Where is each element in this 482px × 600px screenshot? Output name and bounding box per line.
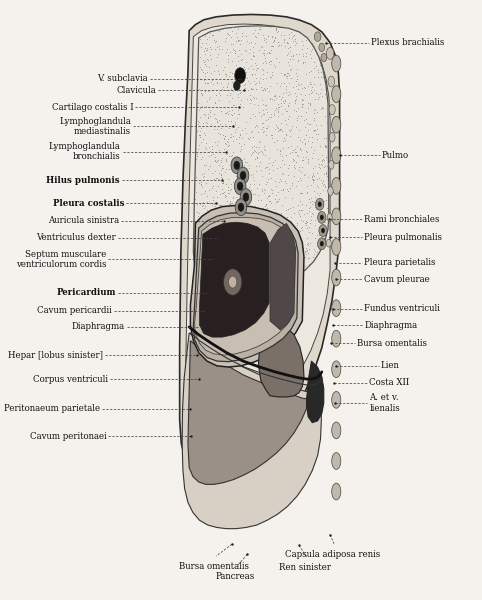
- Polygon shape: [258, 324, 304, 397]
- Text: Ventriculus dexter: Ventriculus dexter: [36, 233, 116, 242]
- Circle shape: [233, 81, 240, 91]
- Circle shape: [320, 241, 323, 246]
- Ellipse shape: [332, 147, 341, 164]
- Circle shape: [316, 198, 324, 210]
- Polygon shape: [270, 223, 295, 330]
- Ellipse shape: [332, 300, 341, 317]
- Text: Bursa omentalis: Bursa omentalis: [357, 338, 427, 347]
- Text: Pleura parietalis: Pleura parietalis: [364, 259, 436, 268]
- Circle shape: [231, 157, 242, 173]
- Text: Capsula adiposa renis: Capsula adiposa renis: [284, 550, 380, 559]
- Circle shape: [237, 182, 243, 190]
- Text: Hilus pulmonis: Hilus pulmonis: [46, 176, 120, 185]
- Circle shape: [321, 53, 327, 62]
- Ellipse shape: [332, 452, 341, 469]
- Circle shape: [314, 32, 321, 41]
- Text: Lymphoglandula
bronchialis: Lymphoglandula bronchialis: [49, 142, 121, 161]
- Circle shape: [237, 167, 249, 184]
- Polygon shape: [182, 333, 321, 529]
- Circle shape: [318, 211, 326, 223]
- Text: Pleura costalis: Pleura costalis: [53, 199, 124, 208]
- Ellipse shape: [329, 104, 335, 115]
- Circle shape: [224, 269, 242, 295]
- Ellipse shape: [332, 55, 341, 72]
- Circle shape: [240, 188, 252, 205]
- Circle shape: [319, 224, 327, 236]
- Text: Septum musculare
ventriculorum cordis: Septum musculare ventriculorum cordis: [16, 250, 107, 269]
- Text: Cavum pericardii: Cavum pericardii: [37, 306, 112, 315]
- Polygon shape: [193, 212, 298, 362]
- Ellipse shape: [326, 239, 331, 247]
- Circle shape: [238, 203, 244, 211]
- Text: Pericardium: Pericardium: [56, 289, 116, 298]
- Text: Bursa omentalis: Bursa omentalis: [179, 562, 249, 571]
- Circle shape: [243, 193, 249, 201]
- Polygon shape: [180, 14, 340, 470]
- Circle shape: [321, 228, 325, 233]
- Ellipse shape: [332, 422, 341, 439]
- Text: Diaphragma: Diaphragma: [364, 320, 417, 329]
- Circle shape: [319, 43, 325, 52]
- Ellipse shape: [332, 269, 341, 286]
- Ellipse shape: [328, 76, 335, 87]
- Circle shape: [320, 215, 323, 220]
- Text: Cavum pleurae: Cavum pleurae: [364, 275, 430, 284]
- Text: Clavicula: Clavicula: [116, 86, 156, 95]
- Text: A. et v.
lienalis: A. et v. lienalis: [369, 393, 400, 413]
- Text: Pleura pulmonalis: Pleura pulmonalis: [364, 233, 442, 242]
- Text: Cavum peritonaei: Cavum peritonaei: [29, 432, 107, 441]
- Polygon shape: [307, 361, 324, 423]
- Ellipse shape: [328, 187, 333, 196]
- Ellipse shape: [329, 133, 335, 142]
- Text: V. subclavia: V. subclavia: [97, 74, 148, 83]
- Circle shape: [318, 238, 326, 250]
- Circle shape: [234, 178, 246, 194]
- Text: Cartilago costalis I: Cartilago costalis I: [52, 103, 133, 112]
- Text: Rami bronchiales: Rami bronchiales: [364, 215, 440, 224]
- Circle shape: [318, 202, 321, 206]
- Ellipse shape: [332, 361, 341, 377]
- Text: Auricula sinistra: Auricula sinistra: [48, 217, 119, 226]
- Text: Lymphoglandula
mediastinalis: Lymphoglandula mediastinalis: [59, 117, 131, 136]
- Text: Costa XII: Costa XII: [369, 378, 410, 387]
- Circle shape: [234, 161, 240, 170]
- Text: Pancreas: Pancreas: [215, 572, 254, 581]
- Text: Lien: Lien: [381, 361, 400, 370]
- Polygon shape: [190, 205, 304, 367]
- Ellipse shape: [332, 116, 341, 133]
- Polygon shape: [195, 217, 295, 355]
- Ellipse shape: [326, 47, 334, 59]
- Text: Fundus ventriculi: Fundus ventriculi: [364, 304, 441, 313]
- Text: Peritonaeum parietale: Peritonaeum parietale: [4, 404, 100, 413]
- Circle shape: [240, 171, 246, 179]
- Ellipse shape: [332, 331, 341, 347]
- Circle shape: [228, 276, 237, 288]
- Ellipse shape: [332, 483, 341, 500]
- Circle shape: [235, 199, 247, 215]
- Polygon shape: [193, 26, 329, 288]
- Text: Ren sinister: Ren sinister: [279, 563, 331, 572]
- Ellipse shape: [332, 178, 341, 194]
- Text: Pulmo: Pulmo: [382, 151, 409, 160]
- Polygon shape: [188, 341, 308, 484]
- Circle shape: [235, 68, 245, 83]
- Polygon shape: [186, 24, 330, 439]
- Ellipse shape: [332, 208, 341, 225]
- Ellipse shape: [332, 239, 341, 256]
- Ellipse shape: [327, 213, 332, 221]
- Polygon shape: [200, 222, 269, 337]
- Ellipse shape: [332, 86, 341, 103]
- Ellipse shape: [332, 391, 341, 408]
- Text: Hepar [lobus sinister]: Hepar [lobus sinister]: [8, 350, 104, 359]
- Ellipse shape: [329, 160, 334, 169]
- Text: Plexus brachialis: Plexus brachialis: [372, 38, 445, 47]
- Text: Corpus ventriculi: Corpus ventriculi: [33, 374, 107, 383]
- Text: Diaphragma: Diaphragma: [72, 322, 125, 331]
